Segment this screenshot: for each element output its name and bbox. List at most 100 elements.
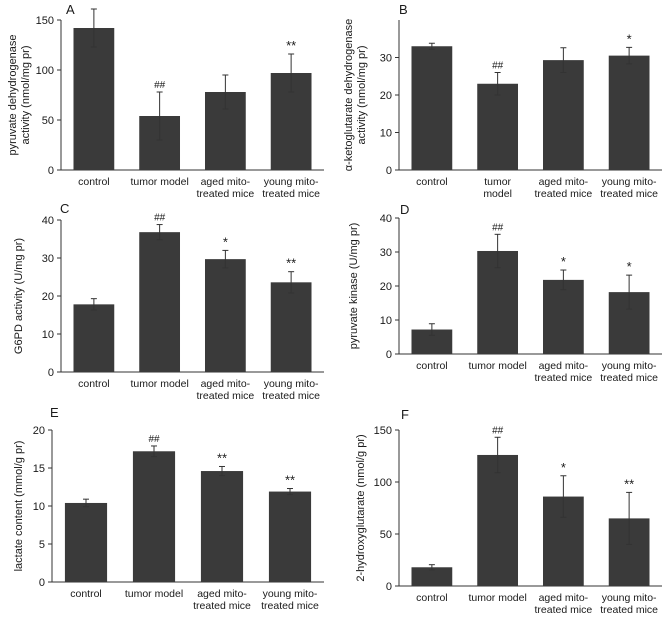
panel-c-y-tick-label: 20 [42,291,54,303]
panel-c-y-tick-label: 10 [42,329,54,341]
panel-a-category-label-line: treated mice [196,188,254,200]
panel-a-y-axis-label: pyruvate dehydrogenaseactivity (nmol/mg … [7,34,32,155]
panel-e-y-tick-label: 5 [39,539,45,551]
panel-b-bar [542,60,584,170]
panel-f-y-tick-label: 150 [374,425,392,437]
panel-f-category-label: tumor model [468,592,526,604]
panel-b-bar [608,55,650,170]
panel-f-label: F [401,407,409,422]
panel-b-y-axis-label: α-ketoglutarate dehydrogenaseactivity (n… [343,19,368,172]
panel-c-y-tick-label: 0 [48,367,54,379]
panel-b-category-label-line: aged mito- [539,176,589,188]
panel-e-category-label-line: treated mice [193,600,251,612]
panel-a-category-label: control [78,176,110,188]
panel-c-category-label: young mito-treated mice [262,378,320,402]
panel-c: C 0 10 20 30 40 G6PD activity (U/mg pr) contro… [13,201,324,402]
panel-e-bar [268,491,312,582]
panel-c-label: C [60,201,69,216]
panel-a-category-label-line: aged mito- [201,176,251,188]
panel-f-category-label-line: treated mice [600,604,658,616]
panel-f-category-label: aged mito-treated mice [534,592,592,616]
panel-b-y-axis-label-line: α-ketoglutarate dehydrogenase [343,19,355,172]
panel-a-y-axis-label-line: activity (nmol/mg pr) [20,45,32,144]
panel-b-bar [477,83,519,170]
panel-a-significance-label: ## [154,80,166,91]
panel-f-y-tick-label: 0 [386,581,392,593]
panel-e-category-label: control [70,588,102,600]
panel-d: D 0 10 20 30 40 pyruvate kinase (U/mg pr) cont… [348,202,662,384]
panel-a-category-label-line: young mito- [264,176,319,188]
panel-b-y-tick-label: 0 [386,165,392,177]
panel-e-category-label-line: young mito- [263,588,318,600]
panel-e-category-label-line: tumor model [125,588,183,600]
panel-b-category-label-line: model [483,188,512,200]
panel-b-y-tick-label: 10 [380,128,392,140]
panel-c-bar [270,282,312,372]
panel-c-category-label-line: tumor model [130,378,188,390]
panel-e-y-tick-label: 0 [39,577,45,589]
panel-c-bar [139,232,181,372]
panel-d-significance-label: * [627,259,632,274]
panel-e-category-label-line: control [70,588,102,600]
panel-b-category-label: young mito-treated mice [600,176,658,200]
panel-a-y-tick-label: 0 [48,165,54,177]
panel-f-y-axis-label: 2-hydroxyglutarate (nmol/g pr) [355,434,367,581]
panel-e-bar [132,451,176,582]
panel-c-category-label-line: treated mice [262,390,320,402]
panel-f-significance-label: ** [624,476,634,491]
panel-e-category-label: tumor model [125,588,183,600]
panel-e-significance-label: ## [148,434,160,445]
panel-b-significance-label: * [627,31,632,46]
panel-a-category-label: tumor model [130,176,188,188]
panel-e-y-axis-label: lactate content (mmol/g pr) [13,441,25,572]
panel-f-y-tick-label: 50 [380,529,392,541]
panel-e-label: E [50,405,59,420]
panel-f-category-label-line: tumor model [468,592,526,604]
panel-c-category-label-line: aged mito- [201,378,251,390]
panel-b-y-axis-label-line: activity (nmol/mg pr) [356,45,368,144]
panel-d-category-label-line: tumor model [468,360,526,372]
panel-d-category-label: aged mito-treated mice [534,360,592,384]
panel-d-y-tick-label: 40 [380,213,392,225]
panel-f-bar [477,454,519,586]
panel-a-y-tick-label: 50 [42,115,54,127]
panel-b-y-tick-label: 20 [380,90,392,102]
panel-e-y-tick-label: 10 [33,501,45,513]
panel-c-significance-label: ** [286,256,296,271]
panel-f-category-label-line: treated mice [534,604,592,616]
panel-e-significance-label: ** [285,473,295,488]
panel-a-category-label-line: treated mice [262,188,320,200]
panel-d-y-axis-label-line: pyruvate kinase (U/mg pr) [348,223,360,350]
panel-b-category-label: tumor model [483,176,512,200]
panel-e-category-label: aged mito-treated mice [193,588,251,612]
panel-c-category-label: tumor model [130,378,188,390]
panel-b-category-label-line: treated mice [600,188,658,200]
panel-d-category-label-line: control [416,360,448,372]
panel-d-category-label: young mito-treated mice [600,360,658,384]
panel-d-y-tick-label: 0 [386,349,392,361]
panel-c-bar [204,259,246,372]
panel-f-significance-label: ## [492,425,504,436]
panel-a-category-label-line: tumor model [130,176,188,188]
panel-f-category-label: young mito-treated mice [600,592,658,616]
panel-b-category-label-line: control [416,176,448,188]
panel-f-category-label-line: control [416,592,448,604]
panel-b-bar [411,46,453,170]
panel-d-label: D [400,202,409,217]
panel-b-label: B [399,2,408,17]
panel-f-category-label: control [416,592,448,604]
panel-d-y-tick-label: 10 [380,315,392,327]
panel-c-significance-label: ## [154,213,166,224]
panel-e-y-tick-label: 20 [33,425,45,437]
panel-a-y-axis-label-line: pyruvate dehydrogenase [7,34,19,155]
panel-b-y-tick-label: 30 [380,53,392,65]
panel-b: B 0 10 20 30 α-ketoglutarate dehydrogenaseac… [343,2,662,200]
panel-d-bar [542,279,584,354]
panel-c-category-label-line: young mito- [264,378,319,390]
panel-f-y-tick-label: 100 [374,477,392,489]
panel-e-bar [200,471,244,582]
panel-e: E 0 5 10 15 20 lactate content (mmol/g pr) con… [13,405,324,612]
panel-b-category-label-line: young mito- [602,176,657,188]
panel-d-bar [477,250,519,354]
panel-e-significance-label: ** [217,450,227,465]
